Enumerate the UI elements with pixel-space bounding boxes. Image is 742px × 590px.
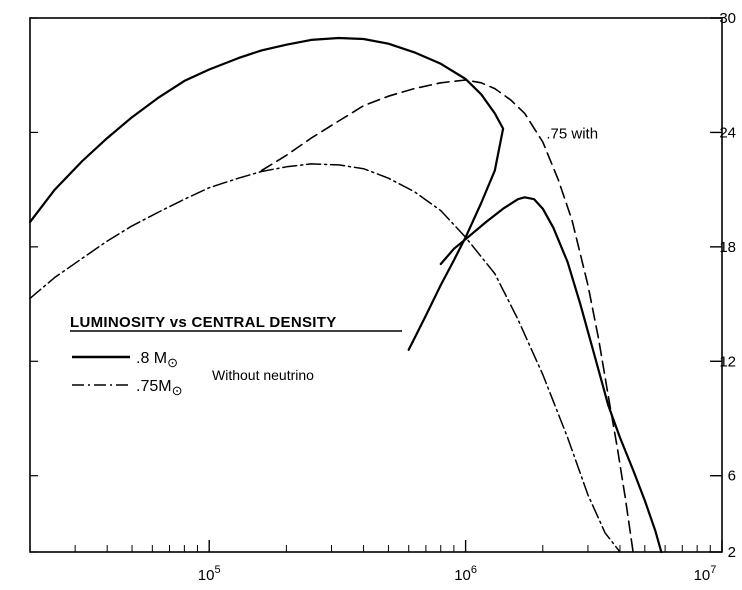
- y-tick-label: 18: [719, 239, 736, 256]
- y-tick-label: 12: [719, 353, 736, 370]
- legend-label-solid: .8 M⊙: [136, 350, 178, 370]
- axis-ticks: [29, 17, 723, 553]
- plot-frame: [29, 17, 723, 553]
- y-tick-label: 30: [719, 10, 736, 27]
- series-line-solid-0: [28, 36, 505, 351]
- x-tick-label: 107: [694, 564, 717, 584]
- x-tick-label: 106: [454, 564, 477, 584]
- series-line-dashed-2: [260, 79, 634, 553]
- series-layer: [28, 36, 663, 554]
- axis-tick-labels: 105 106 107 2 6 12 18 24 30: [198, 10, 736, 584]
- annotation-75-with: .75 with: [546, 125, 598, 142]
- chart-title: LUMINOSITY vs CENTRAL DENSITY: [70, 314, 337, 331]
- x-tick-label: 105: [198, 564, 221, 584]
- legend-note: Without neutrino: [212, 367, 314, 383]
- y-tick-label: 2: [728, 544, 736, 561]
- series-line-dashdot-3: [29, 163, 621, 553]
- y-tick-label: 24: [719, 124, 736, 141]
- series-line-solid-1: [439, 196, 663, 554]
- legend: LUMINOSITY vs CENTRAL DENSITY .8 M⊙ .75M…: [70, 314, 402, 398]
- y-tick-label: 6: [728, 468, 736, 485]
- legend-label-dashdot: .75M⊙: [136, 378, 182, 398]
